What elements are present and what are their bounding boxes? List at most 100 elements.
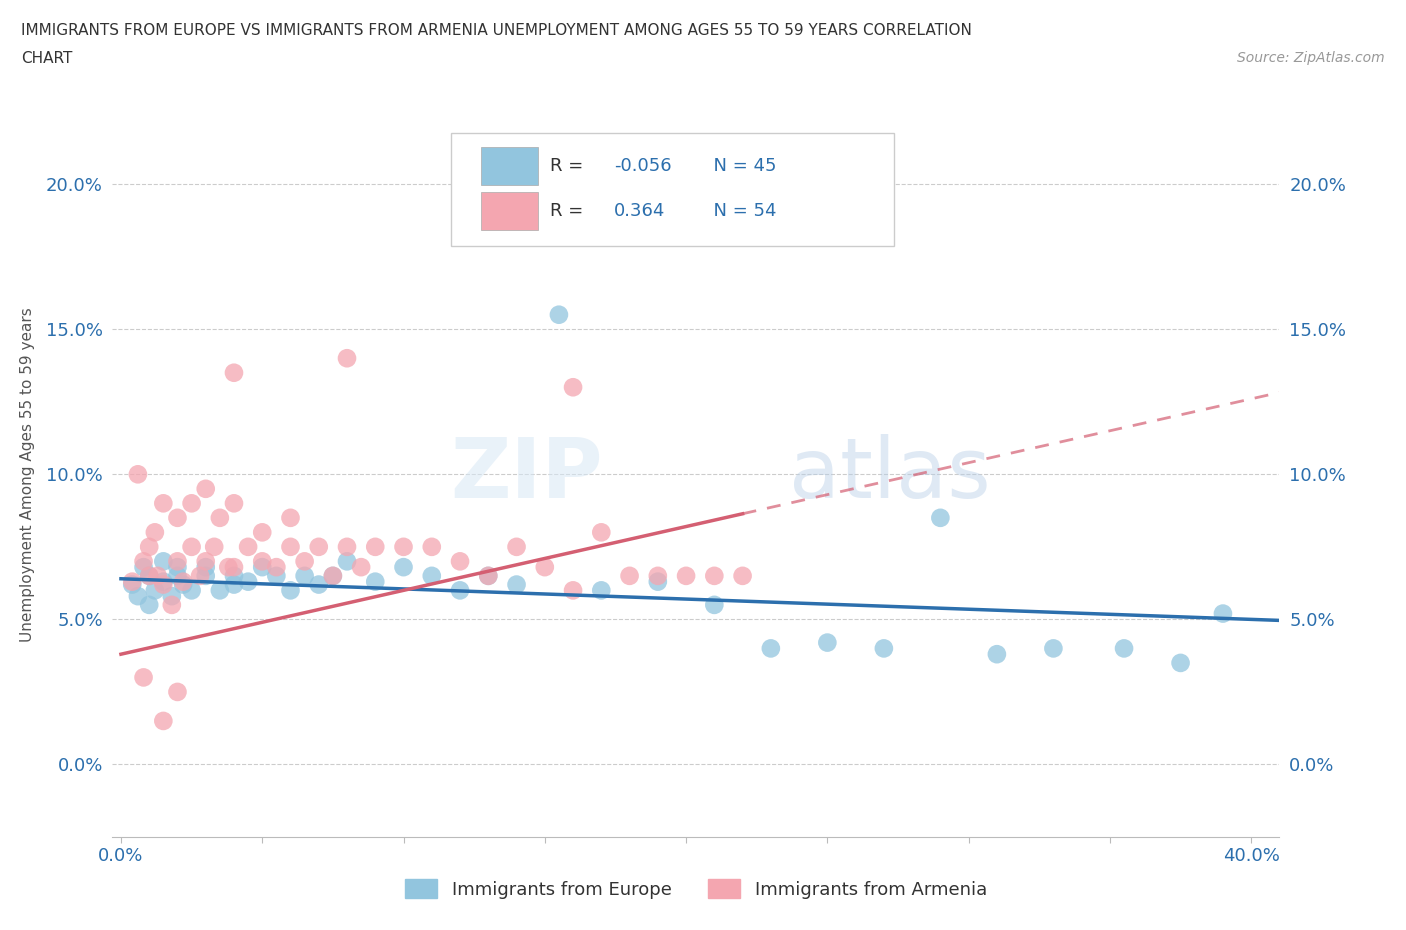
Point <box>121 574 143 589</box>
Point <box>505 578 527 592</box>
Point <box>194 568 217 583</box>
Point <box>127 589 149 604</box>
Point <box>548 307 571 322</box>
Point <box>138 539 160 554</box>
Point <box>152 713 174 728</box>
Text: R =: R = <box>550 157 589 175</box>
Point <box>180 539 202 554</box>
Point <box>166 568 188 583</box>
Point <box>280 539 302 554</box>
Point <box>252 560 274 575</box>
Point <box>591 583 613 598</box>
Point <box>217 560 239 575</box>
Point <box>188 568 211 583</box>
Point <box>172 574 194 589</box>
Point <box>449 583 471 598</box>
Point <box>364 574 387 589</box>
Point <box>1212 606 1234 621</box>
Text: R =: R = <box>550 203 589 220</box>
Point <box>222 568 245 583</box>
Text: CHART: CHART <box>21 51 73 66</box>
Point <box>166 684 188 699</box>
Y-axis label: Unemployment Among Ages 55 to 59 years: Unemployment Among Ages 55 to 59 years <box>20 307 35 642</box>
Text: atlas: atlas <box>789 433 991 515</box>
Text: IMMIGRANTS FROM EUROPE VS IMMIGRANTS FROM ARMENIA UNEMPLOYMENT AMONG AGES 55 TO : IMMIGRANTS FROM EUROPE VS IMMIGRANTS FRO… <box>21 23 972 38</box>
Point <box>986 646 1008 661</box>
Point <box>619 568 641 583</box>
Point <box>703 597 725 612</box>
Point <box>294 568 316 583</box>
FancyBboxPatch shape <box>451 133 894 246</box>
Point <box>138 597 160 612</box>
FancyBboxPatch shape <box>481 148 538 185</box>
Point <box>392 560 415 575</box>
Point <box>132 670 155 684</box>
Point <box>703 568 725 583</box>
Point <box>477 568 499 583</box>
Point <box>1042 641 1064 656</box>
Point <box>132 554 155 569</box>
Point <box>194 554 217 569</box>
Point <box>294 554 316 569</box>
Point <box>1170 656 1192 671</box>
Point <box>222 560 245 575</box>
Point <box>815 635 838 650</box>
Point <box>132 560 155 575</box>
Text: 0.364: 0.364 <box>614 203 665 220</box>
Point <box>152 578 174 592</box>
Text: N = 54: N = 54 <box>702 203 776 220</box>
Point <box>222 496 245 511</box>
Point <box>308 578 330 592</box>
Point <box>266 568 288 583</box>
Point <box>180 496 202 511</box>
Point <box>591 525 613 539</box>
Point <box>759 641 782 656</box>
Point <box>336 554 359 569</box>
Point <box>160 589 183 604</box>
Point <box>236 574 259 589</box>
Point <box>1112 641 1135 656</box>
Point <box>420 568 443 583</box>
Point <box>322 568 344 583</box>
Text: N = 45: N = 45 <box>702 157 776 175</box>
Point <box>280 511 302 525</box>
Point <box>350 560 373 575</box>
Point <box>420 539 443 554</box>
Point <box>236 539 259 554</box>
Point <box>194 560 217 575</box>
Point <box>172 578 194 592</box>
Point <box>252 525 274 539</box>
Point <box>208 583 231 598</box>
Point <box>146 568 169 583</box>
Point <box>252 554 274 569</box>
FancyBboxPatch shape <box>481 193 538 231</box>
Point <box>675 568 697 583</box>
Point <box>562 583 585 598</box>
Point <box>180 583 202 598</box>
Point <box>477 568 499 583</box>
Legend: Immigrants from Europe, Immigrants from Armenia: Immigrants from Europe, Immigrants from … <box>396 870 995 908</box>
Point <box>194 482 217 497</box>
Text: Source: ZipAtlas.com: Source: ZipAtlas.com <box>1237 51 1385 65</box>
Point <box>647 574 669 589</box>
Point <box>208 511 231 525</box>
Point <box>392 539 415 554</box>
Point <box>152 496 174 511</box>
Text: ZIP: ZIP <box>450 433 603 515</box>
Point <box>222 578 245 592</box>
Point <box>449 554 471 569</box>
Point <box>166 554 188 569</box>
Point <box>138 568 160 583</box>
Point <box>929 511 952 525</box>
Point <box>280 583 302 598</box>
Point <box>166 560 188 575</box>
Point <box>121 578 143 592</box>
Point <box>127 467 149 482</box>
Point <box>731 568 754 583</box>
Point <box>322 568 344 583</box>
Text: -0.056: -0.056 <box>614 157 672 175</box>
Point <box>160 597 183 612</box>
Point <box>166 511 188 525</box>
Point <box>336 351 359 365</box>
Point <box>143 583 166 598</box>
